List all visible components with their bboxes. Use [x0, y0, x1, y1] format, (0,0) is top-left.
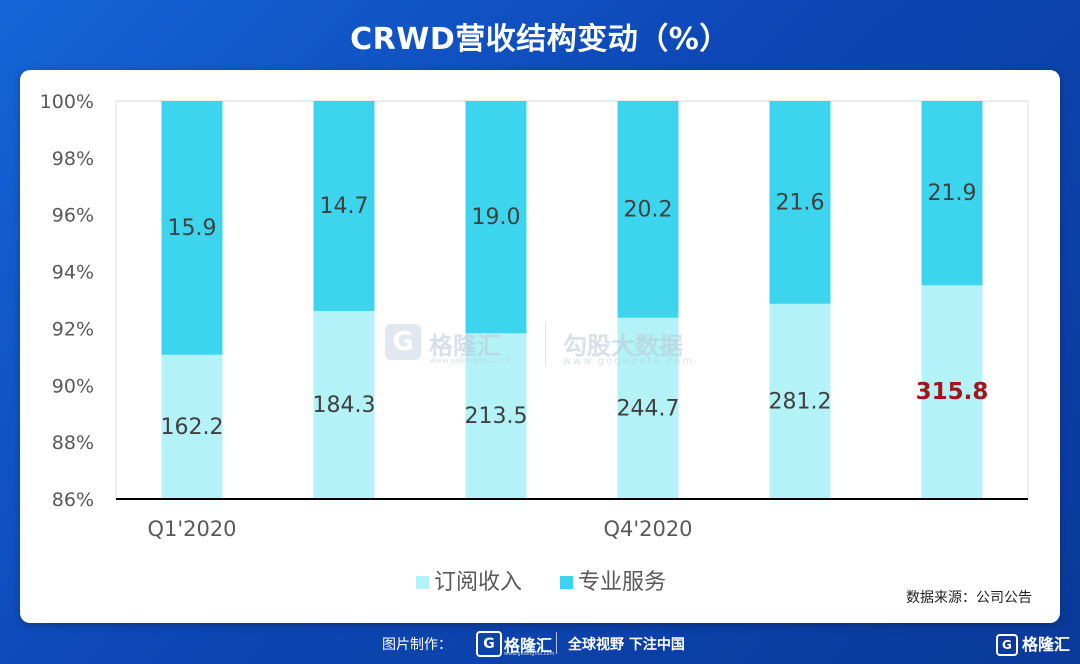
data-label-subscription: 315.8 — [916, 379, 989, 405]
y-tick-label: 94% — [52, 262, 94, 284]
bar-subscription — [161, 354, 223, 499]
y-tick-label: 90% — [52, 375, 94, 397]
footer-brand-url: www.gelonghui.com — [504, 651, 555, 657]
data-label-services: 20.2 — [624, 197, 673, 222]
data-label-subscription: 213.5 — [465, 404, 528, 429]
stacked-bar-chart: 86% 88% 90% 92% 94% 96% 98% 100% 15.9 162.2 Q1'202… — [40, 91, 1029, 595]
bar-services — [769, 101, 831, 304]
chart-card: 86% 88% 90% 92% 94% 96% 98% 100% 15.9 162.2 Q1'202… — [20, 70, 1060, 623]
y-tick-label: 100% — [40, 91, 94, 113]
footer-divider — [556, 632, 557, 654]
y-tick-label: 96% — [52, 205, 94, 227]
bar-subscription — [921, 285, 983, 499]
data-label-services: 15.9 — [168, 216, 217, 241]
corner-logo: G 格隆汇 — [995, 631, 1070, 656]
data-label-subscription: 281.2 — [769, 389, 832, 414]
data-label-subscription: 184.3 — [313, 393, 376, 418]
x-tick-label: Q4'2020 — [603, 517, 692, 541]
data-label-services: 21.9 — [928, 181, 977, 206]
bar-subscription — [617, 317, 679, 499]
legend-label-subscription: 订阅收入 — [434, 570, 522, 595]
bar-subscription — [465, 333, 527, 499]
footer-slogan: 全球视野 下注中国 — [568, 637, 685, 653]
x-tick-label: Q1'2020 — [147, 517, 236, 541]
bar-services — [465, 101, 527, 334]
corner-logo-icon: G — [995, 634, 1018, 656]
y-tick-label: 86% — [52, 489, 94, 511]
y-tick-label: 98% — [52, 148, 94, 170]
y-tick-label: 88% — [52, 432, 94, 454]
legend-label-services: 专业服务 — [578, 570, 666, 595]
footer: 图片制作： G 格隆汇 www.gelonghui.com 全球视野 下注中国 — [0, 628, 1080, 658]
bar-services — [313, 101, 375, 311]
bar-services — [617, 101, 679, 318]
data-label-services: 19.0 — [472, 205, 521, 230]
footer-logo-icon: G — [476, 631, 502, 657]
page-title: CRWD营收结构变动（%） — [350, 22, 730, 57]
data-label-subscription: 244.7 — [617, 396, 680, 421]
legend-swatch-services — [560, 576, 573, 589]
bar-subscription — [769, 303, 831, 499]
corner-brand: 格隆汇 — [1021, 634, 1070, 654]
data-label-subscription: 162.2 — [161, 415, 224, 440]
bar-services — [161, 101, 223, 355]
data-source: 数据来源：公司公告 — [906, 590, 1032, 606]
footer-made-label: 图片制作： — [382, 637, 452, 653]
data-label-services: 21.6 — [776, 190, 825, 215]
y-tick-label: 92% — [52, 318, 94, 340]
bar-services — [921, 101, 983, 286]
footer-brand: 格隆汇 — [504, 636, 553, 655]
data-label-services: 14.7 — [320, 194, 369, 219]
legend-swatch-subscription — [416, 576, 429, 589]
bar-subscription — [313, 311, 375, 499]
